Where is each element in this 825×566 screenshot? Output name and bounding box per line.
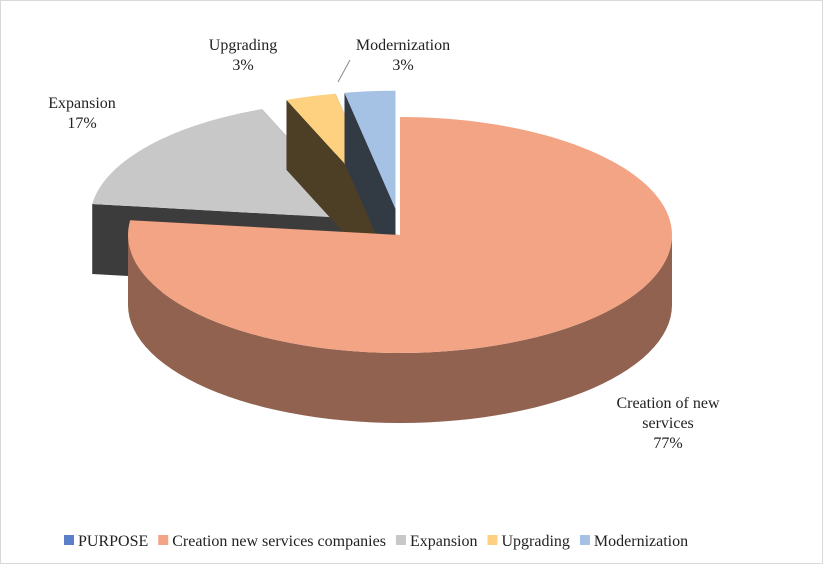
data-label: Modernization 3%	[356, 37, 450, 74]
legend-swatch	[487, 535, 498, 545]
data-label-name: Expansion	[48, 95, 116, 112]
legend-swatch	[158, 535, 169, 545]
data-label: Expansion 17%	[48, 95, 116, 132]
slice	[128, 117, 672, 423]
data-label: Upgrading 3%	[209, 37, 277, 74]
data-label-name: services	[642, 415, 694, 432]
data-label-value: 17%	[67, 115, 96, 132]
legend-label: Modernization	[594, 533, 688, 550]
legend-swatch	[395, 535, 406, 545]
slice-top	[344, 90, 396, 209]
data-label-name: Modernization	[356, 37, 450, 54]
data-label-value: 77%	[653, 435, 682, 452]
legend-swatch	[64, 535, 74, 545]
slice-top	[128, 117, 672, 353]
legend-label: Upgrading	[502, 533, 570, 550]
data-label-name: Upgrading	[209, 37, 277, 54]
data-label-name: Creation of new	[616, 395, 720, 412]
slice-top	[92, 109, 363, 219]
data-label-value: 3%	[392, 57, 413, 74]
slice-cut-side	[344, 92, 396, 279]
legend-swatch	[579, 535, 590, 545]
legend-label: Creation new services companies	[172, 533, 386, 550]
slice	[344, 90, 396, 279]
data-label-value: 3%	[232, 57, 253, 74]
slice-outer-side	[128, 235, 672, 423]
data-label: Creation of new services 77%	[616, 395, 720, 452]
legend-label: PURPOSE	[78, 533, 148, 550]
leader-line	[337, 59, 351, 83]
legend-label: Expansion	[410, 533, 478, 550]
